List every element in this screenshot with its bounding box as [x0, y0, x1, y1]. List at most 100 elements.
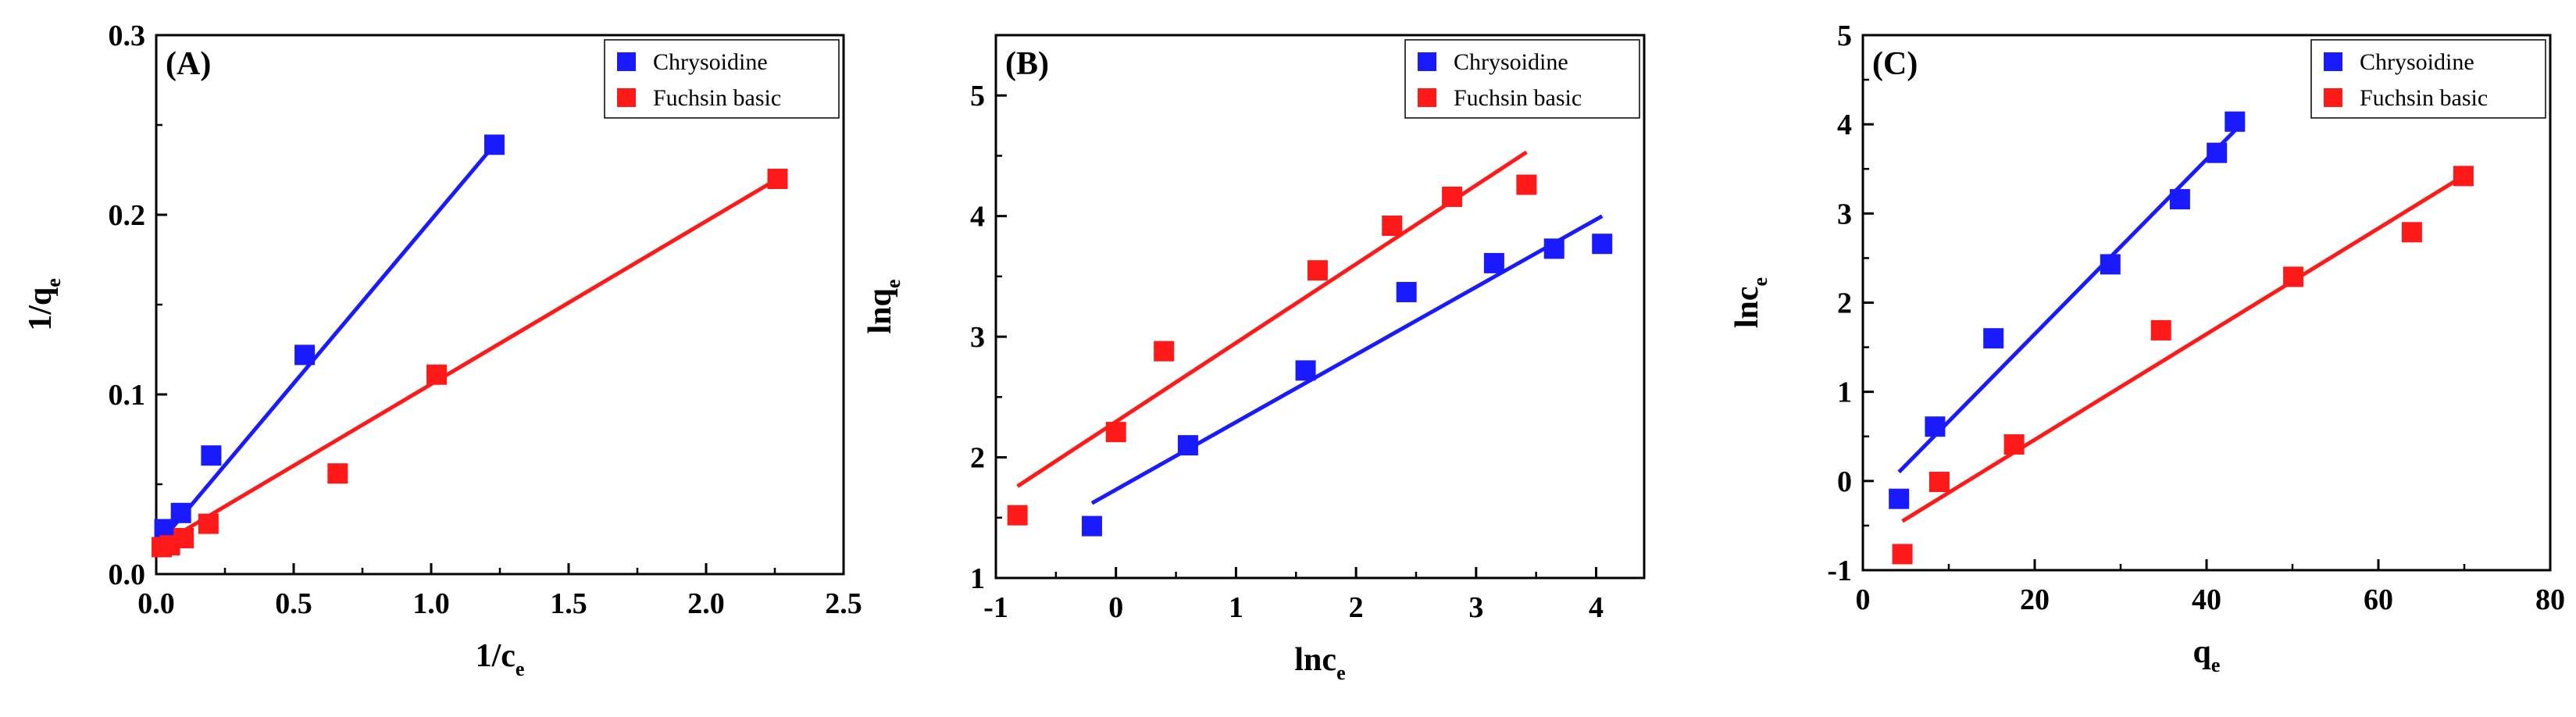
- x-axis-label-main: 1/c: [476, 638, 516, 674]
- fit-line-fuchsin: [1901, 174, 2465, 523]
- legend-marker-chrysoidine: [1418, 52, 1436, 71]
- data-point-fuchsin: [426, 364, 448, 385]
- x-tick-label: 3: [1468, 591, 1483, 624]
- y-tick-label: -1: [1827, 555, 1852, 587]
- y-tick-label: 1: [1837, 376, 1852, 409]
- data-point-fuchsin: [767, 169, 788, 189]
- x-tick-label: 1.5: [550, 587, 587, 620]
- legend-label: Chrysoidine: [1454, 49, 1568, 75]
- legend-box: [1404, 39, 1640, 119]
- x-tick-label: 80: [2535, 583, 2565, 616]
- y-axis-label: lnce: [1729, 277, 1771, 328]
- y-tick-label: 0.0: [109, 558, 146, 591]
- x-axis-label-sub: e: [516, 658, 525, 680]
- x-tick-label: 0: [1108, 591, 1123, 624]
- legend-label: Fuchsin basic: [1454, 85, 1582, 111]
- data-point-chrysoidine: [1483, 252, 1504, 273]
- y-tick-label: 0.1: [109, 379, 146, 412]
- legend: Chrysoidine Fuchsin basic: [1404, 39, 1640, 119]
- y-axis-label-sub: e: [882, 280, 904, 289]
- data-point-chrysoidine: [1081, 515, 1102, 537]
- data-point-fuchsin: [2453, 166, 2474, 187]
- fit-line-chrysoidine: [157, 143, 496, 545]
- data-point-chrysoidine: [1295, 360, 1316, 381]
- y-tick-label: 5: [1837, 20, 1852, 52]
- data-point-chrysoidine: [483, 134, 505, 155]
- data-point-chrysoidine: [1592, 234, 1613, 255]
- data-point-fuchsin: [2003, 434, 2025, 455]
- legend-box: [2310, 39, 2546, 119]
- x-tick-label: 0.5: [275, 587, 312, 620]
- y-tick-label: 3: [970, 321, 985, 354]
- data-point-chrysoidine: [1983, 328, 2004, 349]
- data-point-chrysoidine: [170, 502, 191, 523]
- y-tick-label: 2: [1837, 287, 1852, 320]
- y-axis-label-main: lnc: [1729, 286, 1765, 328]
- data-point-fuchsin: [173, 528, 194, 548]
- panel-label: (C): [1872, 46, 1918, 82]
- data-point-fuchsin: [198, 513, 219, 534]
- y-axis-label-sub: e: [42, 278, 65, 287]
- fit-line-chrysoidine: [1090, 214, 1604, 505]
- y-axis-label: lnqe: [862, 280, 904, 334]
- x-axis-label: lnce: [1294, 642, 1345, 684]
- data-point-fuchsin: [1928, 471, 1950, 492]
- plot-frame: [994, 34, 1646, 580]
- legend-marker-chrysoidine: [617, 52, 636, 71]
- legend-label: Fuchsin basic: [2360, 85, 2488, 111]
- y-tick-label: 0: [1837, 466, 1852, 498]
- x-tick-label: -1: [983, 591, 1008, 624]
- data-point-fuchsin: [1382, 216, 1403, 237]
- data-point-chrysoidine: [1396, 281, 1417, 302]
- data-point-fuchsin: [1007, 505, 1028, 526]
- panel-label: (A): [166, 46, 211, 82]
- y-tick-label: 2: [970, 442, 985, 475]
- y-tick-label: 3: [1837, 198, 1852, 230]
- data-point-chrysoidine: [294, 344, 316, 366]
- data-point-chrysoidine: [2225, 111, 2246, 132]
- x-tick-label: 2: [1349, 591, 1364, 624]
- data-point-chrysoidine: [2207, 142, 2228, 163]
- x-axis-label-sub: e: [1336, 662, 1346, 684]
- legend-marker-fuchsin: [2324, 88, 2342, 107]
- x-tick-label: 20: [2020, 583, 2050, 616]
- data-point-fuchsin: [2150, 319, 2171, 341]
- x-axis-label-main: lnc: [1294, 642, 1336, 678]
- fit-line-fuchsin: [1016, 150, 1528, 488]
- y-tick-label: 1: [970, 562, 985, 595]
- x-axis-label-main: q: [2193, 634, 2211, 670]
- legend-marker-chrysoidine: [2324, 52, 2342, 71]
- data-point-chrysoidine: [1543, 238, 1565, 259]
- legend: Chrysoidine Fuchsin basic: [604, 39, 840, 119]
- fit-line-fuchsin: [155, 177, 779, 549]
- y-axis-label-main: 1/q: [23, 287, 59, 331]
- y-axis-label-sub: e: [1749, 277, 1771, 287]
- data-point-fuchsin: [1516, 174, 1537, 195]
- y-tick-label: 4: [1837, 109, 1852, 141]
- x-tick-label: 0.0: [137, 587, 175, 620]
- x-tick-label: 60: [2364, 583, 2393, 616]
- data-point-chrysoidine: [2100, 254, 2121, 275]
- y-tick-label: 0.2: [109, 199, 146, 232]
- legend-label: Fuchsin basic: [653, 85, 781, 111]
- x-tick-label: 2.5: [825, 587, 862, 620]
- chart-panel-1: 0.0 0.5 1.0 1.5 2.0 2.50.00.10.20.31/ce1/qe(A…: [23, 20, 862, 680]
- data-point-fuchsin: [1892, 544, 1913, 565]
- data-point-chrysoidine: [1925, 416, 1946, 437]
- data-point-chrysoidine: [201, 445, 222, 466]
- data-point-fuchsin: [327, 463, 348, 484]
- x-tick-label: 0: [1856, 583, 1871, 616]
- x-tick-label: 40: [2192, 583, 2221, 616]
- data-point-fuchsin: [2283, 266, 2304, 287]
- x-tick-label: 1.0: [412, 587, 450, 620]
- legend-label: Chrysoidine: [2360, 49, 2474, 75]
- y-tick-label: 0.3: [109, 20, 146, 52]
- legend-box: [604, 39, 840, 119]
- x-tick-label: 4: [1589, 591, 1604, 624]
- x-tick-label: 1: [1229, 591, 1243, 624]
- data-point-fuchsin: [1154, 341, 1175, 362]
- x-axis-label: qe: [2193, 634, 2221, 676]
- data-point-fuchsin: [1307, 260, 1328, 281]
